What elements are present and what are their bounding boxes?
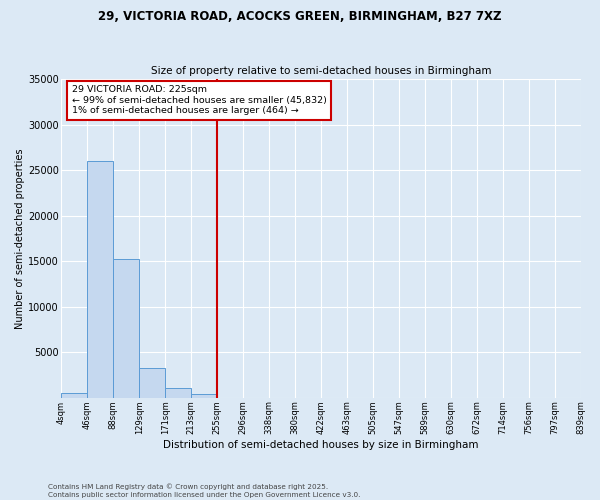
- Text: 29, VICTORIA ROAD, ACOCKS GREEN, BIRMINGHAM, B27 7XZ: 29, VICTORIA ROAD, ACOCKS GREEN, BIRMING…: [98, 10, 502, 23]
- Text: Contains HM Land Registry data © Crown copyright and database right 2025.
Contai: Contains HM Land Registry data © Crown c…: [48, 484, 361, 498]
- Bar: [139, 368, 165, 398]
- Bar: [165, 388, 191, 398]
- Text: 29 VICTORIA ROAD: 225sqm
← 99% of semi-detached houses are smaller (45,832)
1% o: 29 VICTORIA ROAD: 225sqm ← 99% of semi-d…: [72, 86, 326, 115]
- Y-axis label: Number of semi-detached properties: Number of semi-detached properties: [15, 148, 25, 328]
- Bar: [61, 393, 88, 398]
- Bar: [191, 394, 217, 398]
- Bar: [113, 260, 139, 398]
- X-axis label: Distribution of semi-detached houses by size in Birmingham: Distribution of semi-detached houses by …: [163, 440, 479, 450]
- Title: Size of property relative to semi-detached houses in Birmingham: Size of property relative to semi-detach…: [151, 66, 491, 76]
- Bar: [88, 161, 113, 398]
